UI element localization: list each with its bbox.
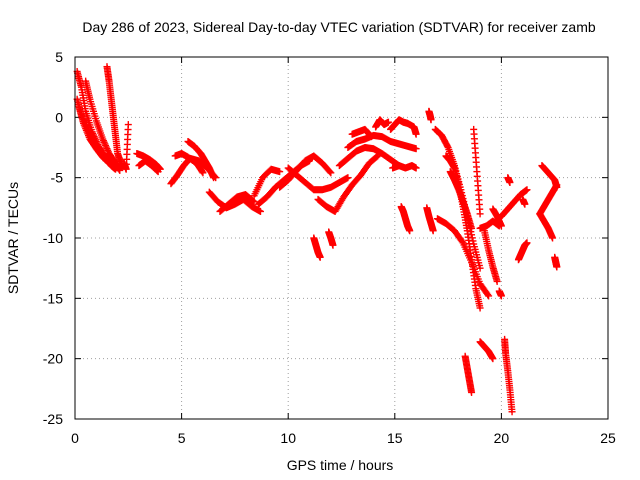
data-point — [102, 143, 110, 151]
data-point — [256, 207, 264, 215]
data-point — [485, 292, 493, 300]
y-tick-label: -5 — [51, 170, 64, 186]
x-axis-title: GPS time / hours — [287, 457, 394, 473]
data-point — [154, 168, 162, 176]
data-point — [484, 291, 492, 299]
data-point — [99, 135, 107, 143]
data-point — [100, 138, 108, 146]
x-tick-label: 10 — [280, 430, 296, 446]
data-point — [366, 131, 374, 139]
y-tick-label: 0 — [55, 109, 63, 125]
y-tick-label: -25 — [43, 411, 63, 427]
data-point — [497, 292, 505, 300]
x-tick-label: 5 — [178, 430, 186, 446]
data-point — [553, 263, 561, 271]
data-point — [367, 133, 375, 141]
data-point — [327, 169, 335, 177]
y-tick-label: -15 — [43, 290, 63, 306]
y-tick-label: -10 — [43, 230, 63, 246]
data-point — [103, 145, 111, 153]
data-point — [210, 174, 218, 182]
data-point — [493, 277, 501, 285]
data-point — [102, 141, 110, 149]
x-tick-labels: 0 5 10 15 20 25 — [71, 430, 616, 446]
data-point — [468, 388, 476, 396]
data-point — [99, 137, 107, 145]
data-point — [249, 197, 257, 205]
data-point — [476, 264, 484, 272]
data-point — [523, 186, 531, 194]
data-point — [199, 169, 207, 177]
data-point — [476, 210, 484, 218]
data-point — [476, 304, 484, 312]
data-point — [427, 116, 435, 124]
data-point — [250, 198, 258, 206]
y-tick-label: -20 — [43, 351, 63, 367]
y-tick-label: 5 — [55, 49, 63, 65]
data-point — [116, 166, 124, 174]
data-point — [412, 130, 420, 138]
data-point — [373, 153, 381, 161]
x-tick-label: 15 — [387, 430, 403, 446]
data-point — [521, 200, 529, 208]
y-tick-labels: 5 0 -5 -10 -15 -20 -25 — [43, 49, 63, 427]
x-tick-label: 25 — [600, 430, 616, 446]
data-point — [429, 227, 437, 235]
data-point — [101, 140, 109, 148]
data-point — [104, 146, 112, 154]
data-point — [489, 355, 497, 363]
data-point — [553, 181, 561, 189]
data-point — [508, 408, 516, 416]
data-point — [367, 132, 375, 140]
plot-frame — [74, 56, 609, 420]
data-point — [468, 224, 476, 232]
y-axis-title: SDTVAR / TECUs — [5, 182, 21, 294]
data-point — [276, 168, 284, 176]
data-point — [384, 118, 392, 126]
data-point — [549, 234, 557, 242]
data-point — [329, 241, 337, 249]
data-points — [73, 63, 561, 416]
data-point — [326, 168, 334, 176]
data-point — [124, 121, 132, 129]
data-point — [412, 164, 420, 172]
chart-title: Day 286 of 2023, Sidereal Day-to-day VTE… — [82, 19, 595, 35]
data-point — [523, 239, 531, 247]
grid-lines — [75, 57, 608, 419]
data-point — [198, 168, 206, 176]
data-point — [506, 178, 514, 186]
data-point — [443, 142, 451, 150]
data-point — [406, 227, 414, 235]
data-point — [497, 222, 505, 230]
data-point — [412, 145, 420, 153]
x-tick-label: 20 — [494, 430, 510, 446]
tick-marks — [74, 56, 609, 420]
data-point — [316, 253, 324, 261]
x-tick-label: 0 — [71, 430, 79, 446]
data-point — [344, 174, 352, 182]
